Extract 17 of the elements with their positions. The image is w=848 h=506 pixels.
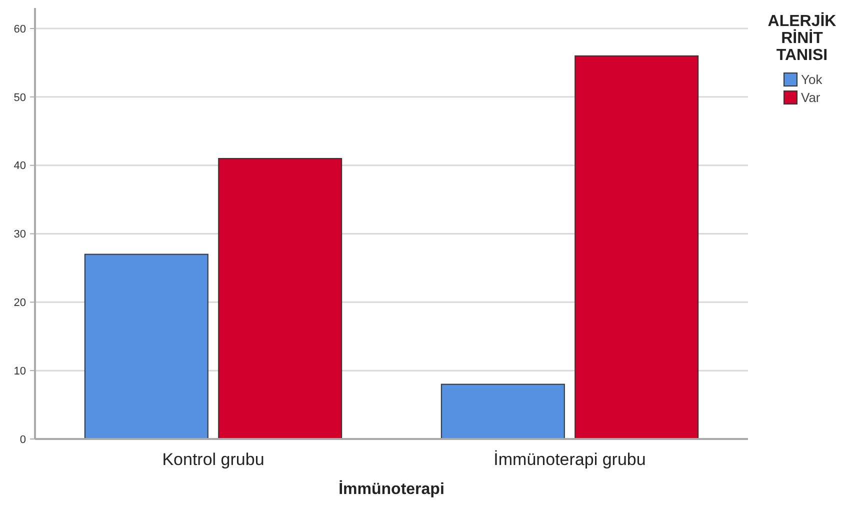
x-tick-label: Kontrol grubu: [162, 450, 264, 469]
y-tick-label: 0: [20, 434, 26, 446]
y-tick-label: 20: [14, 297, 26, 310]
bar: [440, 384, 565, 440]
legend-label: Yok: [801, 72, 823, 87]
legend-label: Var: [801, 90, 821, 105]
x-tick-label: İmmünoterapi grubu: [494, 450, 646, 469]
y-tick-label: 60: [14, 23, 26, 36]
bar: [218, 158, 342, 440]
y-tick-label: 10: [14, 365, 26, 378]
y-tick-label: 50: [14, 92, 26, 104]
legend-title: ALERJİK RİNİT TANISI: [768, 12, 837, 64]
y-tick-label: 40: [14, 160, 26, 172]
bar: [574, 55, 699, 440]
bar: [84, 254, 208, 440]
y-tick-label: 30: [14, 228, 26, 241]
x-axis-title: İmmünoterapi: [338, 480, 444, 498]
